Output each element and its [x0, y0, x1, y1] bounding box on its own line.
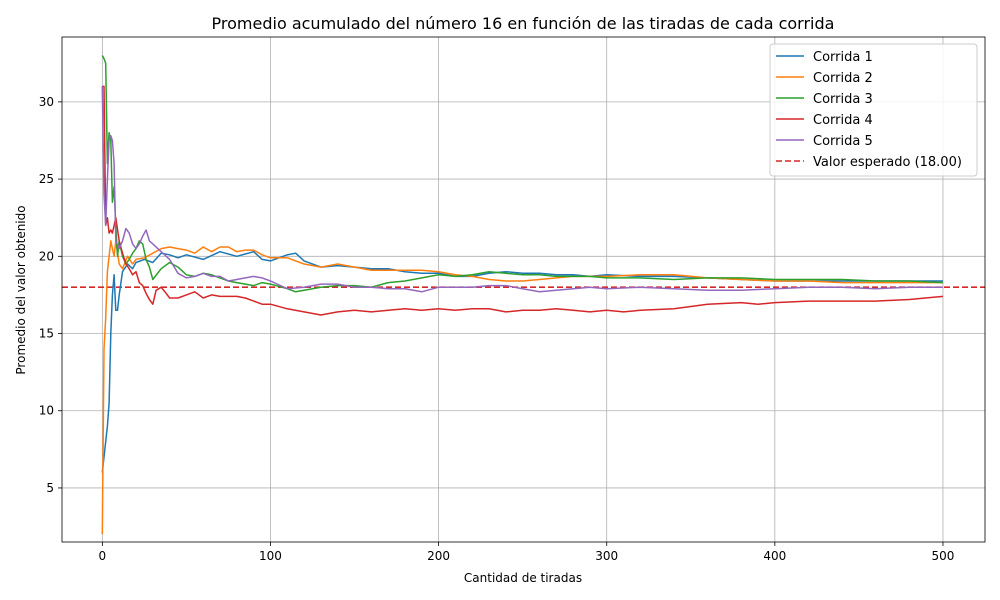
- legend-label: Corrida 2: [813, 71, 873, 86]
- series-lines: [101, 55, 944, 535]
- legend: Corrida 1 Corrida 2 Corrida 3 Corrida 4 Corr…: [769, 43, 978, 177]
- series-line-4: [102, 85, 944, 316]
- y-tick-label: 5: [46, 481, 54, 495]
- x-tick-label: 0: [99, 549, 107, 563]
- y-tick-label: 10: [39, 404, 54, 418]
- legend-box: [769, 43, 978, 177]
- series-line-2: [101, 240, 943, 535]
- y-tick-label: 30: [39, 95, 54, 109]
- x-tick-label: 100: [259, 549, 282, 563]
- y-tick-label: 20: [39, 249, 54, 263]
- plot-frame: [61, 36, 986, 543]
- legend-label: Corrida 4: [813, 113, 873, 128]
- grid-lines: [62, 37, 985, 542]
- x-tick-label: 200: [427, 549, 450, 563]
- legend-label: Corrida 3: [813, 92, 873, 107]
- x-tick-label: 500: [932, 549, 955, 563]
- y-axis-label: Promedio del valor obtenido: [14, 205, 28, 374]
- x-axis-label: Cantidad de tiradas: [464, 571, 582, 585]
- y-axis-ticks: 5 10 15 20 25 30: [39, 95, 62, 495]
- chart-title: Promedio acumulado del número 16 en func…: [212, 14, 835, 33]
- legend-label: Valor esperado (18.00): [813, 155, 962, 170]
- x-tick-label: 400: [763, 549, 786, 563]
- y-tick-label: 25: [39, 172, 54, 186]
- y-tick-label: 15: [39, 327, 54, 341]
- x-tick-label: 300: [595, 549, 618, 563]
- series-line-5: [101, 86, 943, 293]
- legend-label: Corrida 5: [813, 134, 873, 149]
- legend-label: Corrida 1: [813, 50, 873, 65]
- x-axis-ticks: 0 100 200 300 400 500: [99, 542, 955, 563]
